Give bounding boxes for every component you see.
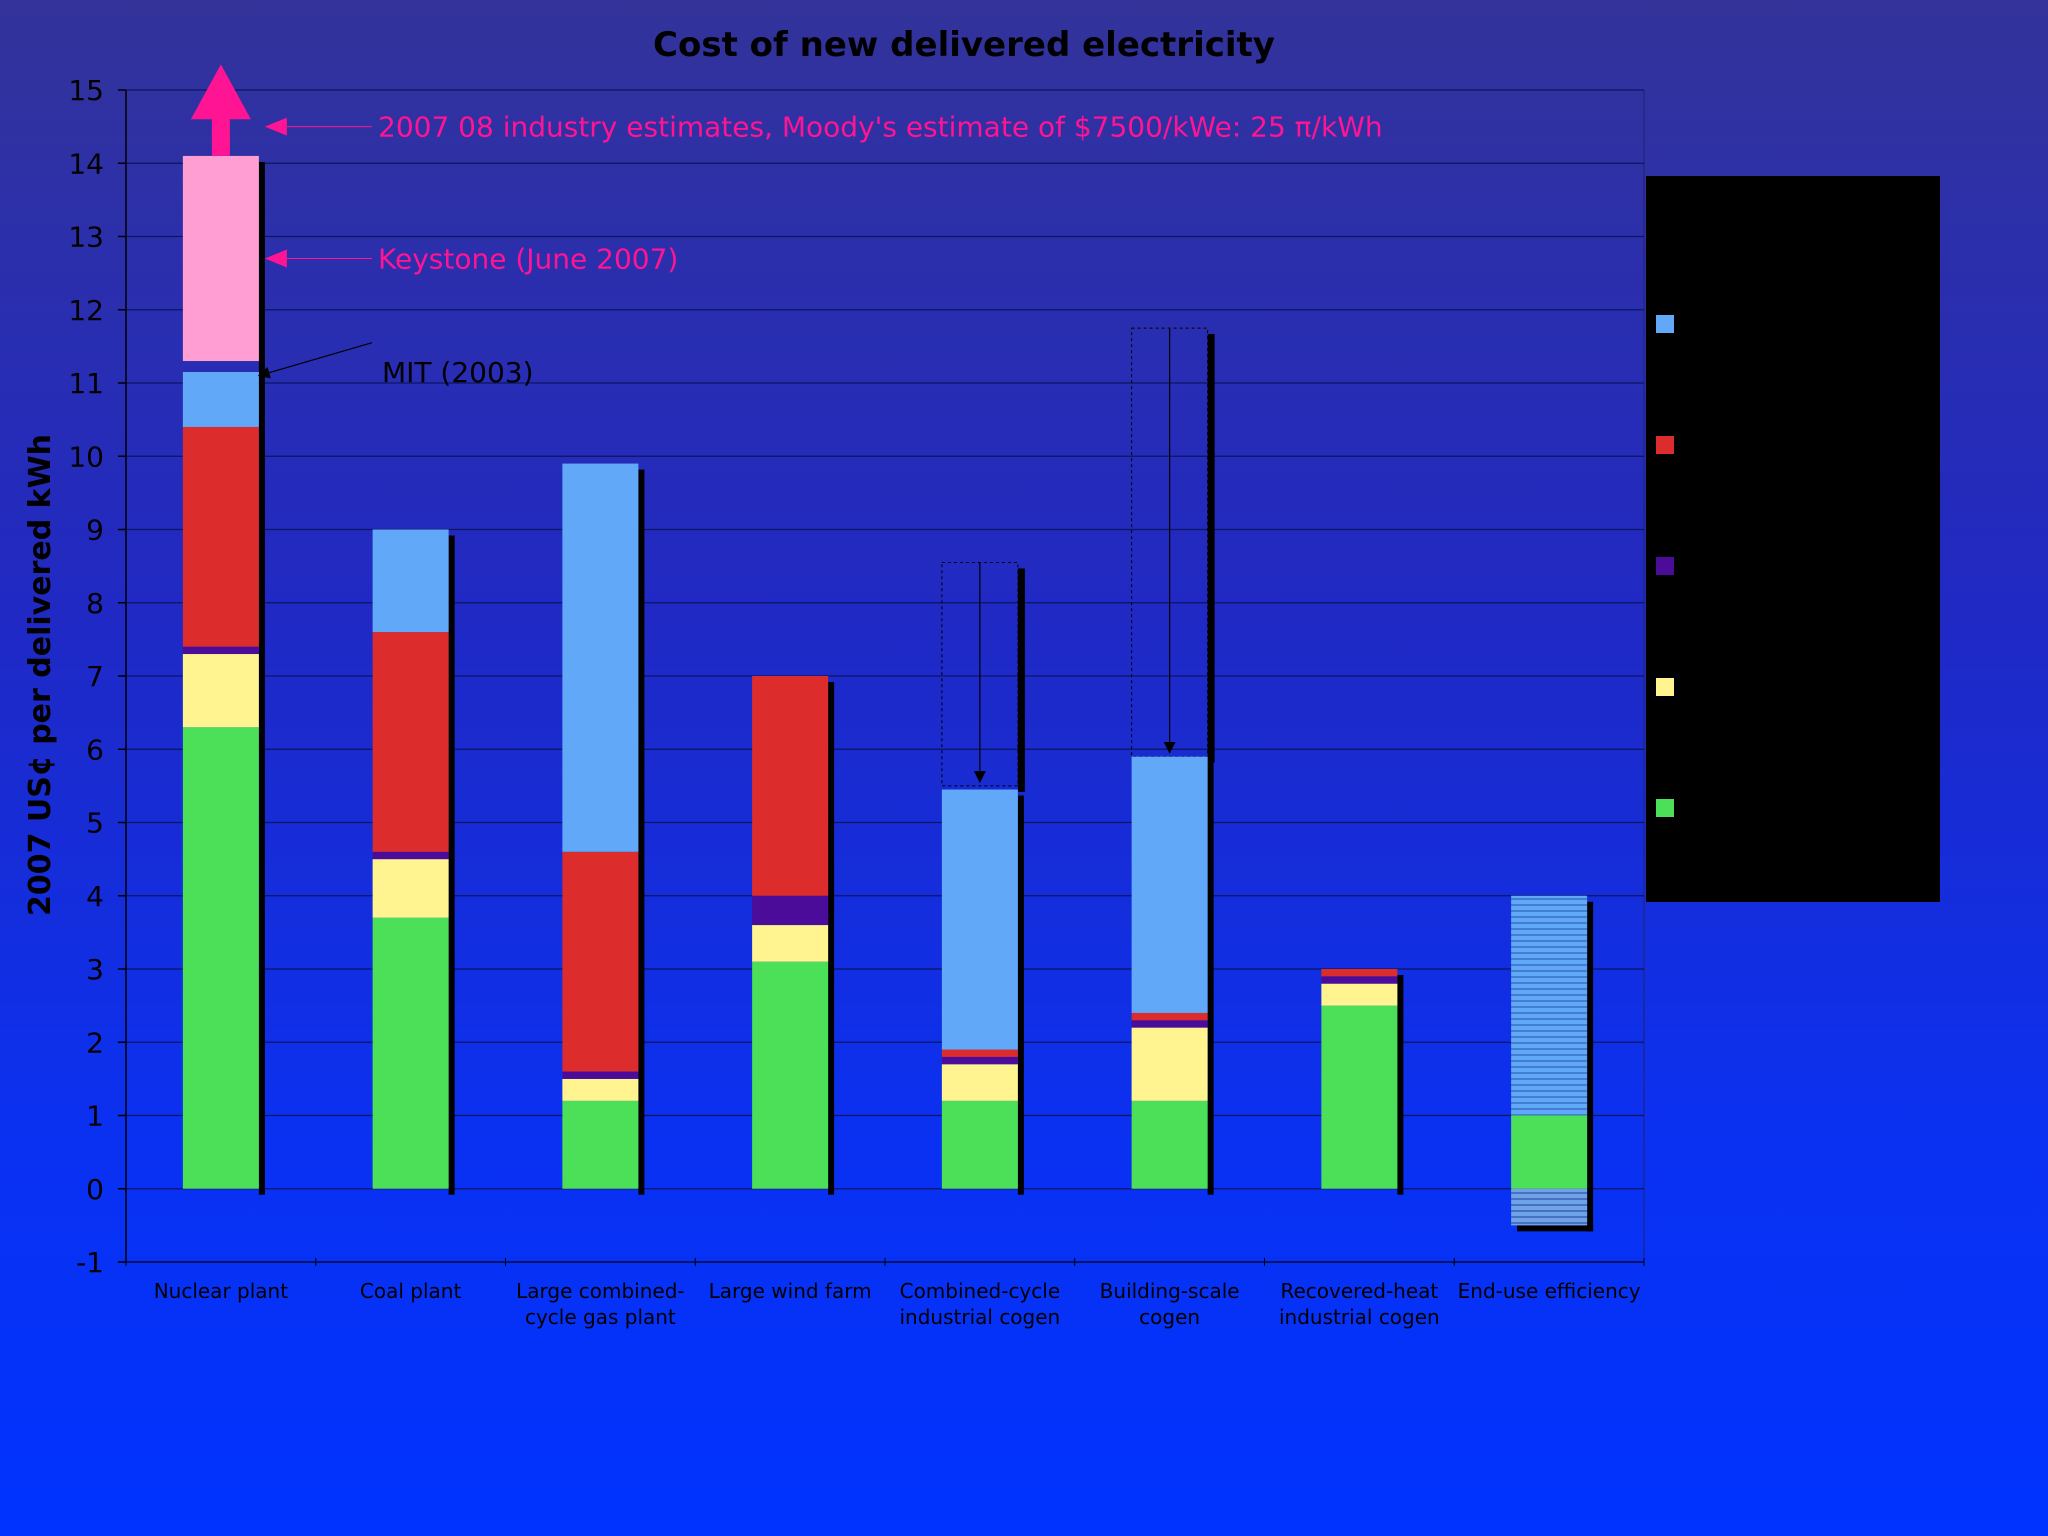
annotation-keystone: Keystone (June 2007) xyxy=(378,242,678,275)
y-tick-label: 6 xyxy=(86,733,104,766)
bar-segment-purple xyxy=(182,646,259,655)
bar-segment-yellow xyxy=(182,654,259,728)
y-tick-label: 0 xyxy=(86,1173,104,1206)
bar-shadow xyxy=(258,161,265,1195)
y-tick-label: 5 xyxy=(86,807,104,840)
bar-segment-blue xyxy=(1131,756,1208,1013)
x-tick-label: industrial cogen xyxy=(900,1305,1061,1329)
bar-segment-red xyxy=(1131,1012,1208,1021)
bar-segment-blue xyxy=(372,529,449,633)
bar-shadow xyxy=(1017,568,1025,792)
y-tick-label: 4 xyxy=(86,880,104,913)
bar-shadow xyxy=(1017,795,1024,1195)
annotation-mit: MIT (2003) xyxy=(382,356,534,389)
y-axis-label: 2007 US¢ per delivered kWh xyxy=(23,434,58,916)
x-tick-label: Large wind farm xyxy=(709,1279,872,1303)
x-tick-label: cogen xyxy=(1139,1305,1200,1329)
bar-segment-blue xyxy=(1511,895,1588,1116)
x-tick-label: Recovered-heat xyxy=(1280,1279,1438,1303)
legend-swatch xyxy=(1656,557,1674,575)
bar-segment-purple xyxy=(941,1056,1018,1065)
bar-segment-purple xyxy=(752,895,829,926)
y-tick-label: 10 xyxy=(68,440,104,473)
x-tick-label: Coal plant xyxy=(360,1279,462,1303)
y-tick-label: 2 xyxy=(86,1026,104,1059)
x-tick-label: Building-scale xyxy=(1100,1279,1240,1303)
pointer-line xyxy=(257,342,373,379)
bar-shadow xyxy=(1397,975,1404,1195)
annotation-industry: 2007 08 industry estimates, Moody's esti… xyxy=(378,111,1383,144)
bar-segment-green xyxy=(1131,1100,1208,1189)
chart-title: Cost of new delivered electricity xyxy=(653,25,1275,65)
bar-segment-red xyxy=(941,1049,1018,1057)
pointer-arrow-icon xyxy=(264,249,287,268)
bar-segment-red xyxy=(562,851,639,1072)
y-tick-label: -1 xyxy=(76,1246,104,1279)
bar-segment-blue xyxy=(562,463,639,852)
y-tick-label: 1 xyxy=(86,1100,104,1133)
bar-segment-green xyxy=(1321,1005,1398,1189)
up-arrow-icon xyxy=(190,64,251,156)
bar-segment-purple xyxy=(1321,976,1398,984)
y-tick-label: 12 xyxy=(68,294,104,327)
bar-segment-negative xyxy=(1511,1188,1588,1226)
y-tick-label: 8 xyxy=(86,587,104,620)
bar-segment-yellow xyxy=(752,925,829,962)
bar-shadow xyxy=(1587,901,1594,1232)
bar-segment-green xyxy=(562,1100,639,1189)
bar-shadow xyxy=(1517,1225,1594,1232)
bar-segment-purple xyxy=(562,1071,639,1079)
y-tick-label: 11 xyxy=(68,367,104,400)
bar-segment-yellow xyxy=(1321,983,1398,1006)
bar-segment-blue xyxy=(941,789,1018,1050)
bar-segment-green xyxy=(1511,1115,1588,1189)
bar-segment-green xyxy=(941,1100,1018,1189)
bar-segment-yellow xyxy=(372,859,449,918)
x-tick-label: Nuclear plant xyxy=(154,1279,289,1303)
bar-segment-green xyxy=(752,961,829,1189)
x-tick-label: cycle gas plant xyxy=(525,1305,676,1329)
bar-segment-yellow xyxy=(1131,1027,1208,1101)
x-tick-label: Combined-cycle xyxy=(900,1279,1061,1303)
bar-shadow xyxy=(448,535,455,1195)
bar-segment-purple xyxy=(1131,1020,1208,1028)
y-tick-label: 7 xyxy=(86,660,104,693)
legend-swatch xyxy=(1656,315,1674,333)
bar-segment-purple xyxy=(372,851,449,860)
y-tick-label: 13 xyxy=(68,221,104,254)
bar-segment-keystone xyxy=(182,155,259,362)
bar-segment-green xyxy=(182,727,259,1189)
bar-segment-blue xyxy=(182,372,259,427)
pointer-arrow-icon xyxy=(264,117,287,136)
bar-segment-green xyxy=(372,917,449,1189)
bar-shadow xyxy=(828,682,835,1195)
y-tick-label: 3 xyxy=(86,953,104,986)
y-tick-label: 9 xyxy=(86,514,104,547)
x-tick-label: industrial cogen xyxy=(1279,1305,1440,1329)
bar-segment-yellow xyxy=(562,1078,639,1101)
bar-shadow xyxy=(1207,762,1214,1195)
bar-segment-red xyxy=(372,632,449,852)
x-tick-label: End-use efficiency xyxy=(1458,1279,1641,1303)
bar-segment-yellow xyxy=(941,1064,1018,1101)
legend-swatch xyxy=(1656,678,1674,696)
legend-swatch xyxy=(1656,436,1674,454)
legend-box xyxy=(1646,176,1940,902)
y-tick-label: 15 xyxy=(68,74,104,107)
y-tick-label: 14 xyxy=(68,147,104,180)
bar-shadow xyxy=(638,469,645,1195)
bar-segment-red xyxy=(182,426,259,647)
legend-swatch xyxy=(1656,799,1674,817)
bar-segment-red xyxy=(1321,969,1398,977)
x-tick-label: Large combined- xyxy=(516,1279,685,1303)
bar-segment-red xyxy=(752,676,829,896)
bar-shadow xyxy=(1207,334,1215,763)
